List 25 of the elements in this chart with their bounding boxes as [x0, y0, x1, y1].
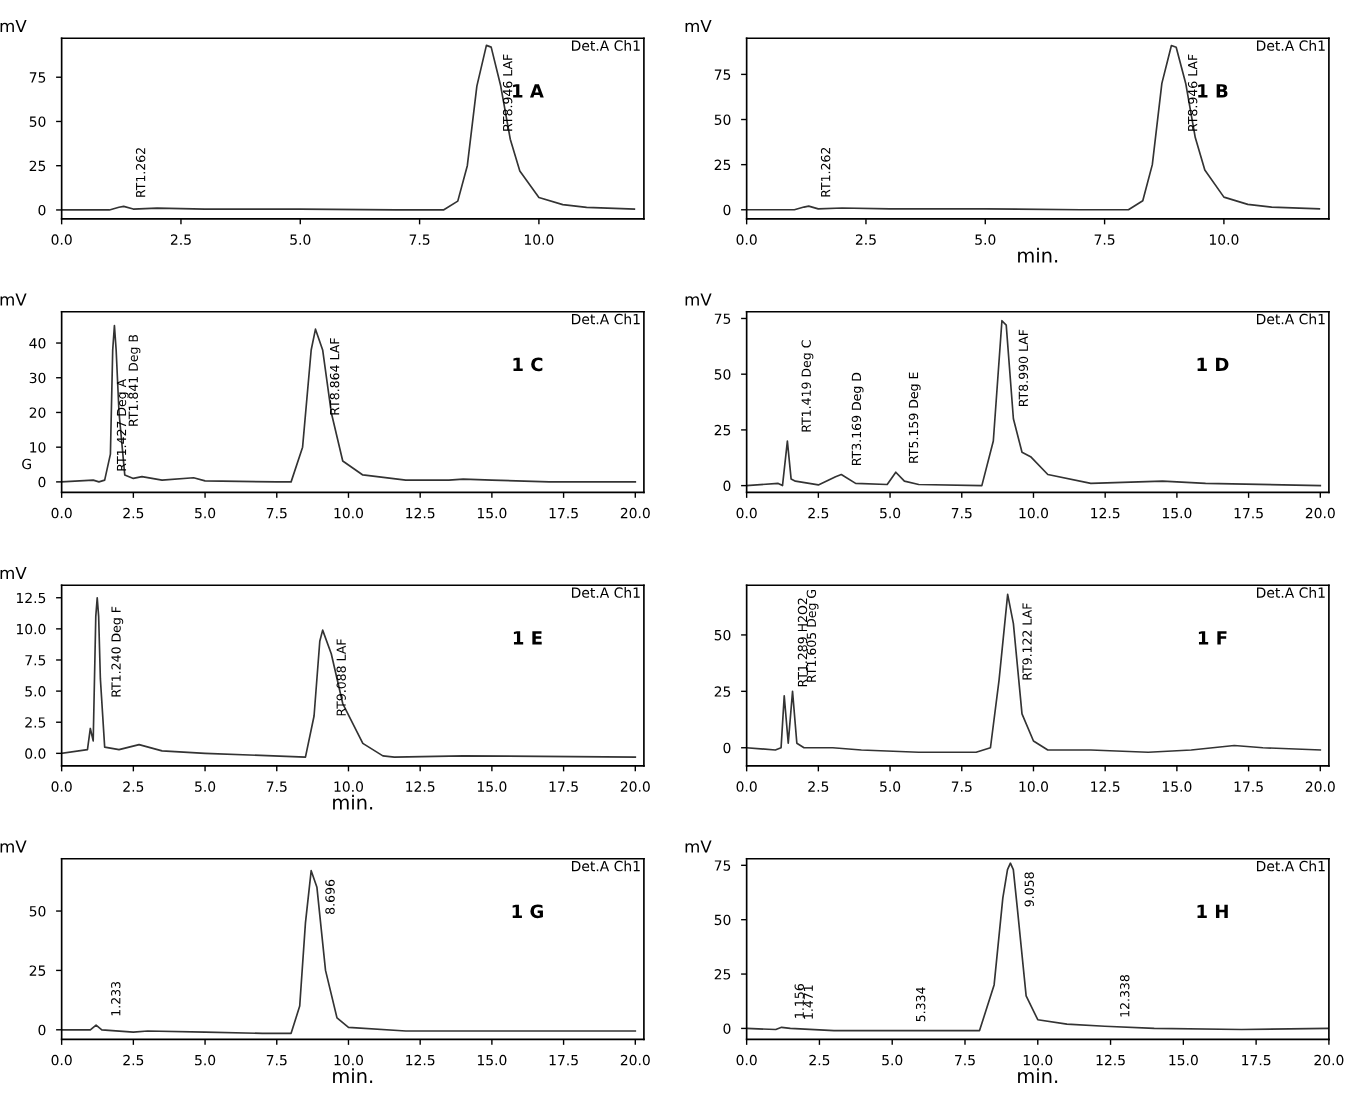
annotation: 1 G — [512, 904, 543, 919]
line-series — [746, 44, 1321, 211]
x-axis-title: min. — [333, 1068, 373, 1083]
annotation: 1 F — [1198, 631, 1227, 645]
y-axis-title: mV — [0, 293, 27, 306]
annotation: 1 C — [513, 357, 543, 372]
line-series — [61, 324, 637, 483]
annotation: 1 B — [1198, 84, 1228, 98]
y-axis-title: mV — [685, 840, 712, 853]
x-axis-title: min. — [1018, 1068, 1058, 1083]
y-axis-title: mV — [0, 840, 27, 853]
annotation: 1 E — [513, 631, 542, 645]
y-axis-title: mV — [685, 19, 712, 33]
line-series — [61, 44, 636, 211]
x-axis-title: min. — [1018, 247, 1058, 263]
y-axis-title: mV — [0, 566, 27, 580]
y-axis-title: mV — [685, 293, 712, 306]
annotation: 1 H — [1197, 904, 1228, 918]
line-series — [61, 596, 637, 758]
x-axis-title: min. — [333, 794, 373, 810]
y-axis-title: mV — [0, 19, 27, 33]
line-series — [746, 862, 1329, 1032]
annotation: 1 A — [513, 84, 544, 98]
annotation: 1 D — [1197, 357, 1229, 371]
line-series — [61, 869, 637, 1035]
